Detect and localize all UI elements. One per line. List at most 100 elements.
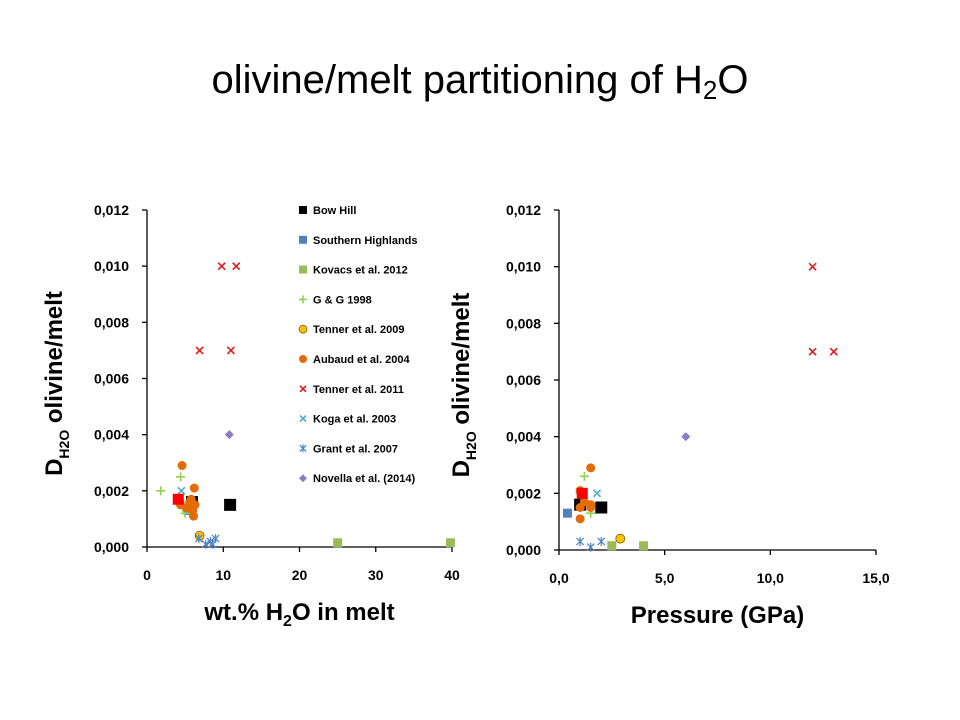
data-point [195, 346, 204, 355]
legend-item: Tenner et al. 2011 [299, 384, 404, 396]
data-point [681, 432, 691, 442]
x-axis-title: Pressure (GPa) [631, 602, 804, 629]
data-point [607, 541, 617, 551]
data-point [579, 497, 589, 507]
y-tick-label: 0,010 [506, 259, 541, 275]
data-point [586, 463, 596, 473]
y-tick-label: 0,004 [94, 427, 129, 443]
legend-label: Aubaud et al. 2004 [313, 354, 410, 366]
y-tick-label: 0,006 [506, 372, 541, 388]
data-point [226, 346, 235, 355]
legend-item: Bow Hill [299, 205, 356, 217]
series-tenner-et-al-2011 [195, 262, 241, 355]
data-point [576, 537, 585, 546]
data-point [217, 262, 226, 271]
data-point [808, 347, 817, 356]
x-tick-label: 5,0 [655, 570, 675, 586]
legend-item: Koga et al. 2003 [299, 414, 396, 426]
legend-item: Grant et al. 2007 [299, 443, 398, 455]
y-tick-label: 0,006 [94, 371, 129, 387]
y-tick-label: 0,012 [506, 202, 541, 218]
data-point [808, 262, 817, 271]
data-point [562, 508, 572, 518]
y-tick-label: 0,002 [94, 483, 129, 499]
x-tick-label: 20 [292, 567, 308, 583]
series-tenner-et-al-2011 [808, 262, 838, 356]
slide-title: olivine/melt partitioning of H2O [211, 58, 749, 105]
data-point [333, 538, 343, 548]
x-tick-label: 40 [444, 567, 460, 583]
data-point [189, 483, 199, 493]
data-point [575, 514, 585, 524]
legend-marker [299, 295, 307, 304]
legend-label: Tenner et al. 2011 [313, 384, 404, 396]
data-point [201, 539, 210, 549]
legend-label: Grant et al. 2007 [313, 443, 398, 455]
y-tick-label: 0,008 [94, 314, 129, 330]
data-point [194, 534, 203, 544]
legend-item: Tenner et al. 2009 [298, 324, 405, 336]
legend-marker [299, 415, 307, 423]
data-point [232, 262, 241, 271]
series-novella-et-al-2014 [224, 430, 234, 440]
data-point [172, 493, 184, 505]
legend-marker [299, 474, 307, 483]
legend: Bow Hill Southern Highlands Kovacs et al. … [298, 205, 418, 485]
legend-marker [299, 235, 307, 244]
legend-label: Southern Highlands [313, 235, 418, 247]
x-tick-label: 15,0 [862, 570, 889, 586]
y-tick-label: 0,012 [94, 202, 129, 218]
data-point [224, 498, 237, 511]
data-point [188, 505, 198, 515]
legend-item: Kovacs et al. 2012 [299, 265, 408, 277]
legend-marker [299, 355, 307, 363]
legend-marker [298, 324, 308, 334]
data-point [586, 503, 596, 512]
data-point [208, 539, 217, 549]
data-point [445, 538, 455, 548]
data-point [639, 541, 649, 551]
legend-marker [299, 265, 307, 274]
legend-label: Bow Hill [313, 205, 356, 217]
y-tick-label: 0,002 [506, 485, 541, 501]
y-tick-label: 0,008 [506, 315, 541, 331]
y-tick-label: 0,010 [94, 258, 129, 274]
data-point [595, 501, 608, 514]
y-axis-title: DH2O olivine/melt [41, 291, 72, 476]
x-tick-label: 0,0 [549, 570, 569, 586]
data-point [176, 472, 186, 482]
legend-label: Novella et al. (2014) [313, 473, 415, 485]
legend-item: Novella et al. (2014) [299, 473, 415, 485]
data-point [576, 487, 588, 499]
series-tenner-et-al-2009 [615, 533, 626, 544]
y-tick-label: 0,000 [506, 542, 541, 558]
y-tick-label: 0,004 [506, 429, 541, 445]
data-point [579, 471, 589, 481]
legend-label: G & G 1998 [313, 294, 372, 306]
data-point [177, 461, 187, 471]
series-southern-highlands [562, 508, 572, 518]
legend-label: Kovacs et al. 2012 [313, 265, 408, 277]
x-tick-label: 0 [143, 567, 151, 583]
data-point [829, 347, 838, 356]
series-highlight [576, 487, 588, 499]
data-point [224, 430, 234, 440]
series-novella-et-al-2014 [681, 432, 691, 442]
legend-marker [299, 444, 307, 453]
x-axis-title: wt.% H2O in melt [203, 599, 394, 630]
x-tick-label: 10 [215, 567, 231, 583]
data-point [186, 494, 196, 504]
series-kovacs-et-al-2012 [333, 538, 455, 548]
data-point [615, 533, 626, 544]
legend-item: Aubaud et al. 2004 [299, 354, 410, 366]
series-tenner-et-al-2009 [194, 530, 205, 541]
data-point [177, 486, 186, 495]
legend-label: Tenner et al. 2009 [313, 324, 405, 336]
series-koga-et-al-2003 [177, 486, 186, 495]
data-point [592, 489, 602, 498]
x-tick-label: 10,0 [757, 570, 784, 586]
series-koga-et-al-2003 [592, 489, 602, 498]
legend-item: G & G 1998 [299, 294, 372, 306]
x-tick-label: 30 [368, 567, 384, 583]
